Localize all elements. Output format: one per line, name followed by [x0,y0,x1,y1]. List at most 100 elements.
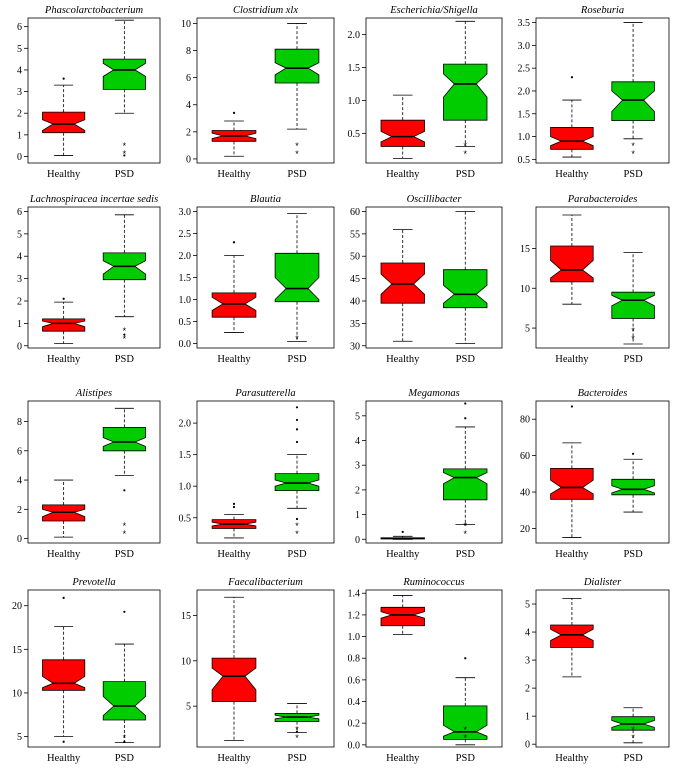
y-tick-label: 10 [520,284,530,295]
significance-marker: * [295,334,299,344]
category-label: Healthy [386,549,420,560]
y-tick-label: 4 [17,252,22,263]
category-label: PSD [456,753,476,764]
significance-marker: * [464,529,468,539]
box-healthy [211,657,257,702]
box-psd [611,478,655,496]
outlier-point [232,111,236,114]
outlier-point [401,530,404,533]
box-psd [274,48,320,84]
chart-title: Prevotella [71,577,115,588]
y-tick-label: 0.6 [348,675,361,686]
chart-title: Lachnospiracea incertae sedis [29,194,158,205]
y-tick-label: 3.0 [518,41,531,52]
y-tick-label: 2 [17,505,22,516]
y-tick-label: 0.5 [179,513,192,524]
y-tick-label: 1.0 [348,632,361,643]
significance-marker: * [631,733,635,743]
significance-marker: * [123,529,127,539]
y-tick-label: 2 [186,127,191,138]
outlier-point [232,502,236,505]
category-label: Healthy [386,753,420,764]
y-tick-label: 6 [17,207,22,218]
chart-title: Roseburia [580,5,624,16]
y-tick-label: 0.8 [348,654,361,665]
category-label: Healthy [555,169,589,180]
category-label: PSD [456,354,476,365]
category-label: Healthy [555,753,589,764]
y-tick-label: 1.0 [179,482,192,493]
category-label: Healthy [386,354,420,365]
y-tick-label: 4 [186,100,191,111]
y-tick-label: 1.5 [518,109,531,120]
y-tick-label: 2.0 [179,419,192,430]
y-tick-label: 60 [520,451,530,462]
y-tick-label: 5 [17,229,22,240]
y-tick-label: 30 [350,341,360,352]
y-tick-label: 0.0 [179,339,192,350]
outlier-point [123,489,126,492]
y-tick-label: 3 [355,461,360,472]
y-tick-label: 2.0 [179,251,192,262]
category-label: Healthy [47,753,81,764]
box-psd [443,63,488,121]
outlier-point [295,730,299,733]
box-psd [102,681,146,721]
y-tick-label: 0.2 [348,719,361,730]
y-tick-label: 0 [525,740,530,751]
y-tick-label: 6 [17,446,22,457]
y-tick-label: 0 [17,534,22,545]
outlier-point [232,505,236,509]
chart-title: Blautia [250,194,281,205]
chart-title: Parasutterella [234,388,295,399]
significance-marker: * [631,334,635,344]
category-label: PSD [287,549,307,560]
outlier-point [631,452,635,455]
plot-frame [535,206,670,349]
y-tick-label: 0.5 [179,317,192,328]
box-psd [102,58,146,90]
significance-marker: * [464,141,468,151]
outlier-point [464,657,467,660]
chart-panel: Parasutterella 0.5 1.0 1.5 2.0 Healthy PSD ** [179,388,335,560]
outlier-point [62,297,65,300]
significance-marker: * [123,733,127,743]
y-tick-label: 50 [350,252,360,263]
y-tick-label: 0 [355,535,360,546]
y-tick-label: 20 [12,601,22,612]
outlier-point [295,440,299,444]
chart-title: Megamonas [407,388,459,399]
chart-title: Escherichia/Shigella [389,5,477,16]
category-label: PSD [456,169,476,180]
outlier-point [295,428,299,431]
y-tick-label: 0 [17,152,22,163]
category-label: PSD [623,354,643,365]
box-healthy [42,659,86,691]
plot-frame [365,589,503,748]
significance-marker: * [295,725,299,735]
box-healthy [380,119,425,147]
significance-marker: * [123,141,127,151]
y-tick-label: 2 [17,109,22,120]
plot-frame [27,206,161,349]
outlier-point [464,402,467,405]
category-label: PSD [456,549,476,560]
y-tick-label: 1 [17,319,22,330]
y-tick-label: 1.4 [348,589,361,600]
chart-title: Alistipes [75,388,112,399]
chart-panel: Phascolarctobacterium 0 1 2 3 4 5 6 Healthy PSD ** [17,5,161,180]
y-tick-label: 0.5 [518,155,531,166]
significance-marker: * [123,334,127,344]
box-healthy [211,292,257,318]
category-label: Healthy [555,549,589,560]
y-tick-label: 5 [355,411,360,422]
y-tick-label: 55 [350,229,360,240]
outlier-point [123,154,126,157]
y-tick-label: 40 [350,297,360,308]
chart-panel: Clostridium xlx 0 2 4 6 8 10 Healthy PSD ** [181,5,335,180]
significance-marker: * [123,149,127,159]
significance-marker: * [295,149,299,159]
chart-panel: Prevotella 5 10 15 20 Healthy PSD * [12,577,161,764]
chart-panel: Blautia 0.0 0.5 1.0 1.5 2.0 2.5 3.0 Healthy PSD * [179,194,335,365]
